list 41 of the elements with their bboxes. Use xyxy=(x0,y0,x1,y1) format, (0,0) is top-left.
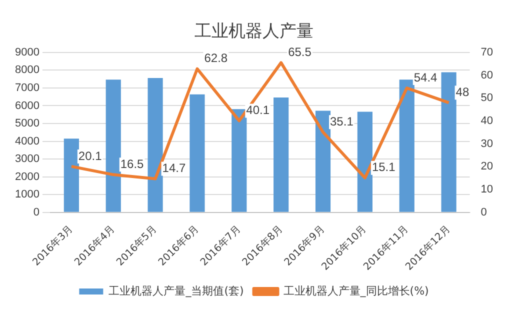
y2-tick-label: 40 xyxy=(480,114,494,127)
y-tick-label: 1000 xyxy=(14,188,40,201)
y-tick-label: 6000 xyxy=(14,100,40,112)
legend-label: 工业机器人产量_同比增长(%) xyxy=(283,284,429,298)
bar xyxy=(399,80,414,212)
y-tick-label: 4000 xyxy=(14,135,40,148)
bar xyxy=(106,80,121,212)
y-tick-label: 2000 xyxy=(14,170,40,183)
y-tick-label: 9000 xyxy=(14,46,40,58)
bar xyxy=(232,109,247,212)
data-label: 40.1 xyxy=(246,103,270,118)
y2-tick-label: 60 xyxy=(480,69,494,82)
y2-tick-label: 0 xyxy=(480,206,487,218)
data-label: 14.7 xyxy=(162,161,186,176)
bar xyxy=(148,78,163,212)
bar xyxy=(315,110,331,212)
bar xyxy=(190,94,205,212)
bar xyxy=(357,112,372,212)
y2-tick-label: 10 xyxy=(480,184,494,196)
y-tick-label: 3000 xyxy=(14,153,40,166)
chart-title: 工业机器人产量 xyxy=(194,22,314,42)
bar xyxy=(441,72,456,212)
legend-label: 工业机器人产量_当期值(套) xyxy=(108,284,244,298)
y2-tick-label: 70 xyxy=(480,46,494,58)
data-label: 65.5 xyxy=(288,44,312,59)
y2-tick-label: 30 xyxy=(480,138,494,150)
data-label: 62.8 xyxy=(204,51,228,66)
data-label: 54.4 xyxy=(414,70,438,84)
y-tick-label: 5000 xyxy=(14,118,40,130)
bar xyxy=(274,98,289,212)
data-label: 48 xyxy=(456,84,470,99)
data-label: 35.1 xyxy=(330,114,354,128)
y2-tick-label: 50 xyxy=(480,92,494,104)
y2-tick-label: 20 xyxy=(480,160,494,173)
y-tick-label: 8000 xyxy=(14,64,40,76)
data-label: 15.1 xyxy=(372,160,396,174)
y-tick-label: 0 xyxy=(33,206,40,218)
bar xyxy=(64,138,79,212)
y-tick-label: 7000 xyxy=(14,82,40,94)
data-label: 16.5 xyxy=(120,156,144,171)
data-label: 20.1 xyxy=(78,148,102,163)
